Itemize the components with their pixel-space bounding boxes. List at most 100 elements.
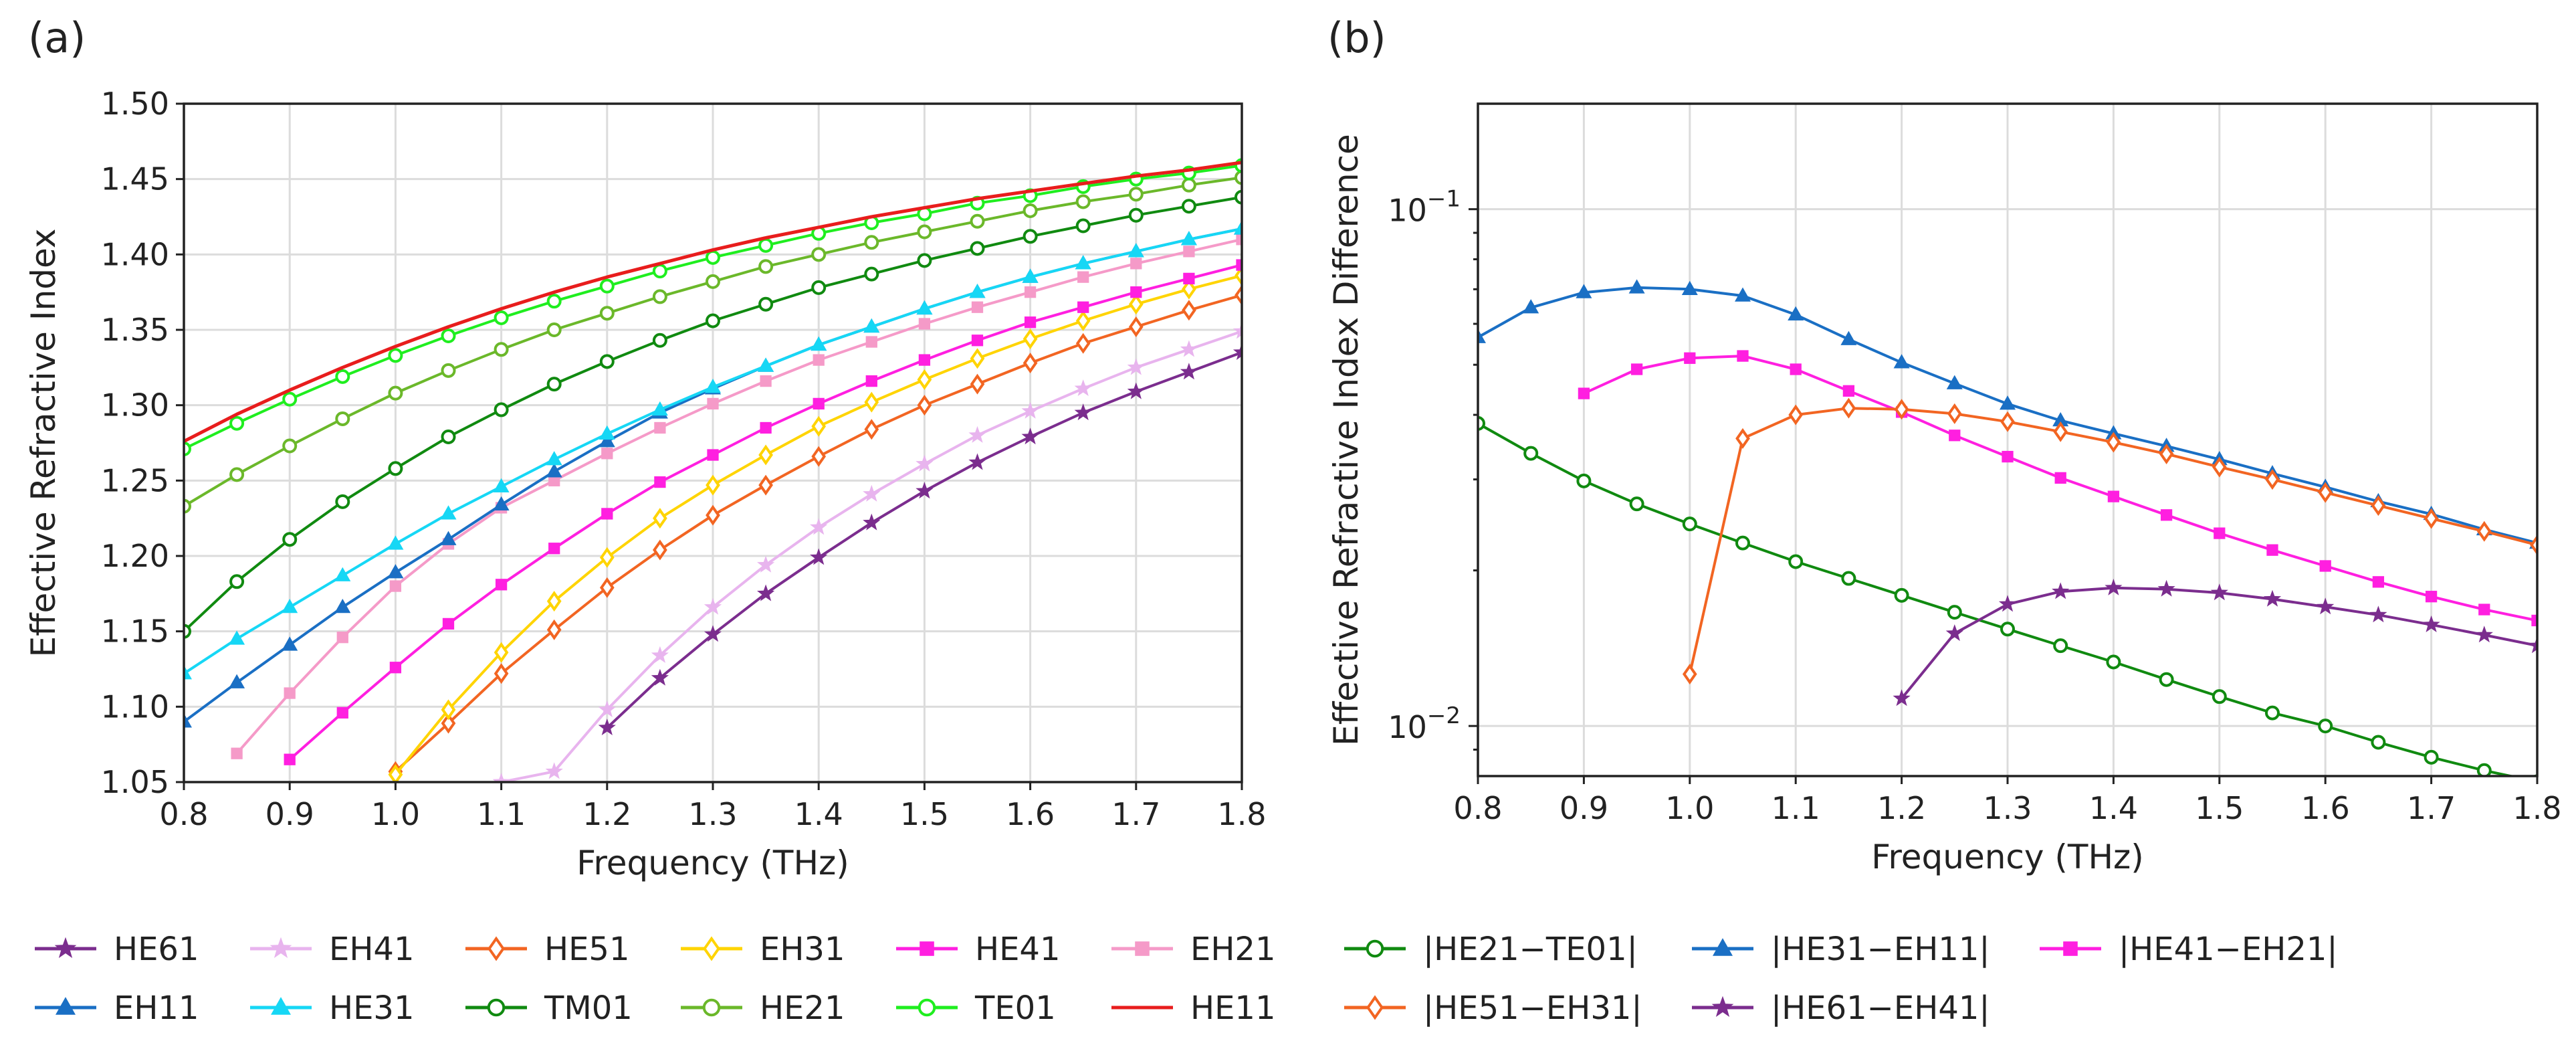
- panel-b-xlabel: Frequency (THz): [1871, 838, 2144, 876]
- data-point-he31: [916, 300, 933, 315]
- data-point-eh31: [1128, 294, 1144, 315]
- legend-marker-he61: [54, 937, 77, 958]
- data-point-he31: [184, 665, 192, 680]
- data-point-he41: [707, 449, 719, 461]
- data-point-eh11: [387, 564, 404, 579]
- data-point-tm01: [494, 402, 509, 417]
- data-point-eh41: [492, 773, 510, 782]
- data-point-eh11: [229, 674, 245, 688]
- x-tick-label: 1.2: [582, 796, 631, 832]
- data-point-he61-eh41: [2263, 589, 2282, 607]
- legend-item-eh41: EH41: [250, 931, 415, 968]
- data-point-he61: [598, 719, 616, 735]
- data-point-he51: [1075, 333, 1091, 354]
- data-point-he41-eh21: [1842, 385, 1855, 397]
- x-tick-label: 1.1: [477, 796, 526, 832]
- data-point-he21-te01: [1735, 535, 1750, 551]
- data-point-tm01: [441, 429, 456, 444]
- data-point-he61-eh41: [2369, 605, 2387, 623]
- data-point-he21: [864, 235, 879, 250]
- data-point-he21-te01: [1576, 473, 1592, 488]
- data-point-he51: [546, 619, 562, 640]
- legend-marker-tm01: [487, 998, 506, 1017]
- data-point-he61: [863, 513, 881, 531]
- data-point-he41-eh21: [2160, 509, 2173, 521]
- data-point-he41: [1024, 316, 1037, 328]
- panel-b-ylabel: Effective Refractive Index Difference: [1327, 134, 1366, 746]
- data-point-eh41: [757, 555, 775, 573]
- data-point-he51-eh31: [1947, 403, 1962, 424]
- data-point-eh21: [865, 336, 877, 348]
- y-tick-label: 1.20: [101, 538, 169, 574]
- x-tick-label: 1.1: [1772, 790, 1820, 826]
- data-point-he21: [917, 224, 932, 240]
- data-point-eh31: [441, 699, 456, 721]
- data-point-he21: [1128, 187, 1144, 202]
- y-tick-label: 1.30: [101, 387, 169, 423]
- data-point-tm01: [970, 241, 985, 256]
- series-he21-te01: [1478, 415, 2537, 776]
- data-point-he61: [704, 625, 722, 642]
- data-point-he21: [388, 385, 403, 401]
- legend-item-he21-te01: |HE21−TE01|: [1344, 931, 1638, 968]
- legend-marker-he31-eh11: [1713, 938, 1733, 956]
- data-point-he21: [1181, 177, 1196, 193]
- data-point-eh31: [1235, 265, 1242, 286]
- data-point-he31: [651, 401, 668, 416]
- data-point-he41: [389, 662, 402, 674]
- legend-marker-te01: [918, 998, 936, 1017]
- panel-b-ticks: 0.8 0.9 1.0 1.1 1.2 1.3 1.4 1.5 1.6 1.7 1.8 10−1 10−…: [1388, 186, 2561, 826]
- legend-marker-eh11: [56, 997, 76, 1015]
- legend-item-he31-eh11: |HE31−EH11|: [1692, 931, 1990, 968]
- legend-label-te01: TE01: [974, 989, 1056, 1027]
- data-point-tm01: [184, 624, 191, 639]
- data-point-he21-te01: [2000, 622, 2015, 637]
- data-point-he31: [334, 567, 351, 581]
- data-point-eh41: [1074, 379, 1092, 396]
- legend-marker-he21-te01: [1366, 939, 1384, 958]
- panel-a-ticks: 0.8 0.9 1.0 1.1 1.2 1.3 1.4 1.5 1.6 1.7 1.8 1.05 1.1…: [101, 86, 1267, 832]
- data-point-he21: [599, 306, 615, 321]
- data-point-he61: [1232, 343, 1242, 360]
- data-point-he61-eh41: [2157, 579, 2175, 597]
- data-point-eh41: [651, 646, 669, 663]
- x-tick-label: 0.8: [1453, 790, 1502, 826]
- series-eh31: [388, 265, 1242, 782]
- data-point-he21-te01: [2053, 638, 2068, 654]
- data-point-eh31: [758, 444, 773, 466]
- data-point-he51-eh31: [2530, 535, 2537, 556]
- data-point-he51: [758, 474, 773, 496]
- data-point-eh41: [810, 518, 828, 535]
- legend-label-he41-eh21: |HE41−EH21|: [2119, 931, 2338, 968]
- data-point-he51-eh31: [1894, 399, 1909, 420]
- data-point-he41-eh21: [1630, 363, 1643, 375]
- data-point-he21: [441, 363, 456, 378]
- data-point-tm01: [1235, 189, 1242, 205]
- data-point-he21: [706, 274, 720, 289]
- data-point-eh21: [707, 397, 719, 410]
- x-tick-label: 1.3: [688, 796, 737, 832]
- data-point-he41: [918, 354, 931, 366]
- legend-label-he41: HE41: [975, 931, 1061, 968]
- data-point-te01: [335, 369, 350, 384]
- data-point-tm01: [1023, 229, 1038, 244]
- data-point-he21-te01: [2476, 763, 2492, 776]
- legend-item-he61-eh41: |HE61−EH41|: [1692, 989, 1990, 1027]
- data-point-he51-eh31: [2000, 411, 2015, 432]
- x-tick-label: 1.4: [794, 796, 843, 832]
- data-point-tm01: [1075, 218, 1091, 233]
- x-tick-label: 0.9: [265, 796, 314, 832]
- data-point-eh31: [494, 642, 509, 663]
- data-point-he21: [229, 467, 245, 482]
- data-point-he31-eh11: [1840, 330, 1857, 345]
- data-point-te01: [706, 250, 720, 265]
- data-point-he61-eh41: [1998, 595, 2017, 612]
- data-point-he51-eh31: [2476, 520, 2492, 542]
- data-point-eh41: [1127, 358, 1145, 375]
- series-he21: [184, 170, 1242, 514]
- data-point-he21: [1235, 170, 1242, 185]
- y-tick-label: 1.35: [101, 312, 169, 348]
- data-point-eh31: [1075, 310, 1091, 331]
- data-point-eh11: [184, 713, 192, 728]
- data-point-he51: [917, 395, 932, 416]
